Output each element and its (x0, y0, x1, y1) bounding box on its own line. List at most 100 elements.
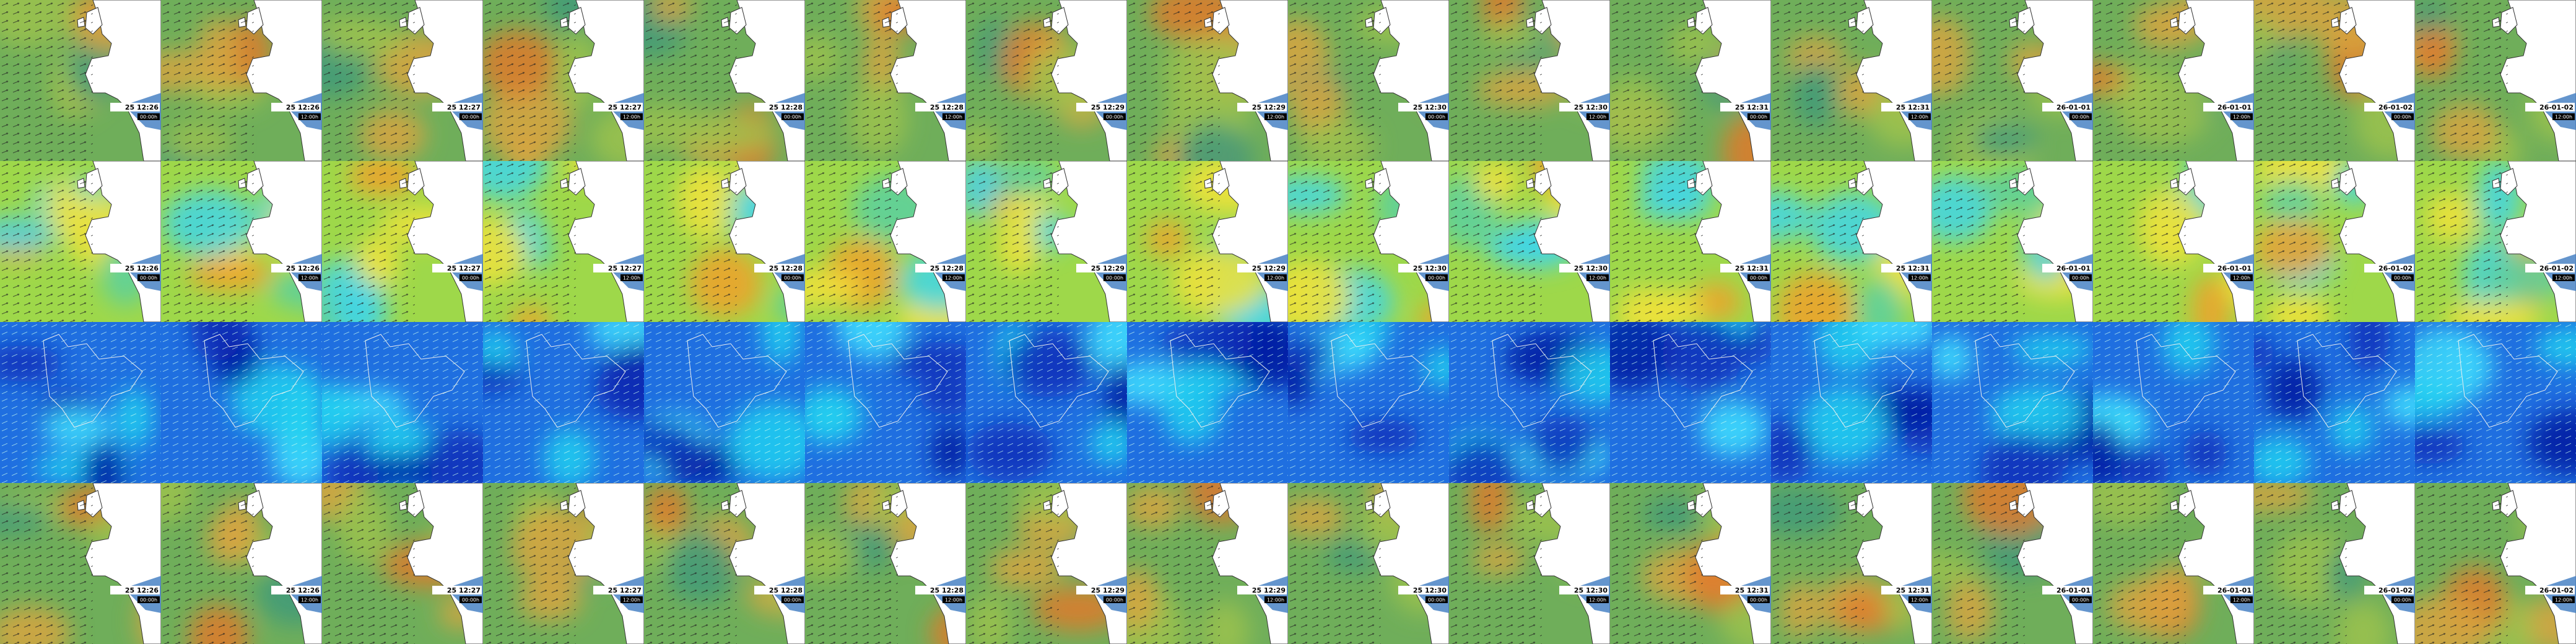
date-box (1559, 103, 1609, 111)
date-box (432, 103, 482, 111)
run-label: 12:00h (1267, 276, 1284, 281)
wind-arrows (0, 161, 93, 322)
run-label: 00:00h (2394, 598, 2411, 603)
run-label: 00:00h (140, 115, 157, 120)
date-label: 25 12:28 (769, 264, 803, 272)
map-tile: 25 12:29 12:00h (1127, 161, 1288, 322)
map-tile (2093, 322, 2254, 483)
wind-arrows (966, 0, 1059, 161)
date-box (271, 586, 321, 594)
run-label: 00:00h (140, 276, 157, 281)
map-tile: 25 12:30 12:00h (1449, 161, 1610, 322)
date-box (915, 586, 965, 594)
date-box (593, 103, 643, 111)
date-label: 25 12:27 (447, 103, 481, 111)
run-label: 12:00h (2233, 276, 2250, 281)
wind-arrows (2415, 161, 2508, 322)
date-box (2203, 103, 2253, 111)
run-box (137, 274, 160, 281)
map-tile: 25 12:28 00:00h (644, 0, 805, 161)
wind-arrows (0, 0, 93, 161)
date-box (2525, 103, 2575, 111)
map-tile: 25 12:30 12:00h (1449, 0, 1610, 161)
wind-arrows (2093, 322, 2254, 483)
wind-arrows (1449, 161, 1542, 322)
map-tile: 25 12:26 00:00h (0, 483, 161, 644)
date-label: 25 12:31 (1896, 586, 1930, 594)
map-tile (1127, 322, 1288, 483)
wind-arrows (1771, 161, 1864, 322)
date-box (1237, 586, 1287, 594)
date-label: 25 12:28 (769, 103, 803, 111)
date-box (1559, 264, 1609, 272)
map-tile: 25 12:28 00:00h (644, 483, 805, 644)
map-tile: 25 12:30 00:00h (1288, 0, 1449, 161)
map-tile: 25 12:29 00:00h (966, 483, 1127, 644)
map-tile: 25 12:26 00:00h (0, 0, 161, 161)
wind-arrows (1449, 322, 1610, 483)
wind-arrows (1288, 161, 1381, 322)
date-box (2364, 264, 2414, 272)
date-label: 25 12:30 (1574, 586, 1608, 594)
run-box (2391, 274, 2414, 281)
date-box (1720, 586, 1770, 594)
wind-arrows (2093, 0, 2186, 161)
date-label: 25 12:30 (1413, 586, 1447, 594)
date-label: 25 12:29 (1252, 264, 1286, 272)
wind-arrows (322, 0, 415, 161)
date-box (1881, 103, 1931, 111)
date-label: 25 12:29 (1091, 586, 1125, 594)
wind-arrows (1127, 483, 1220, 644)
run-box (1103, 596, 1126, 603)
run-box (781, 596, 804, 603)
run-box (2230, 274, 2253, 281)
wind-arrows (2415, 483, 2508, 644)
map-tile: 25 12:30 00:00h (1288, 161, 1449, 322)
date-box (271, 264, 321, 272)
wind-arrows (483, 322, 644, 483)
map-tile: 25 12:26 12:00h (161, 483, 322, 644)
date-box (2042, 264, 2092, 272)
wind-arrows (1771, 483, 1864, 644)
run-label: 12:00h (623, 115, 640, 120)
date-label: 25 12:30 (1574, 264, 1608, 272)
run-box (459, 113, 482, 120)
run-label: 12:00h (301, 598, 318, 603)
wind-arrows (966, 322, 1127, 483)
map-tile: 25 12:26 00:00h (0, 161, 161, 322)
field-blob (2191, 274, 2231, 322)
map-tile (161, 322, 322, 483)
run-box (2552, 274, 2575, 281)
wind-arrows (1932, 322, 2093, 483)
date-box (1720, 103, 1770, 111)
date-label: 25 12:26 (286, 264, 320, 272)
run-box (1586, 274, 1609, 281)
run-label: 12:00h (2555, 276, 2572, 281)
run-label: 00:00h (1428, 598, 1445, 603)
run-box (2230, 596, 2253, 603)
wind-arrows (161, 322, 322, 483)
date-box (754, 103, 804, 111)
run-box (620, 274, 643, 281)
map-tile: 25 12:28 12:00h (805, 0, 966, 161)
run-box (781, 274, 804, 281)
wind-arrows (161, 483, 254, 644)
wind-arrows (1288, 483, 1381, 644)
date-box (2364, 586, 2414, 594)
run-box (298, 113, 321, 120)
run-label: 00:00h (1428, 115, 1445, 120)
run-box (620, 596, 643, 603)
wind-arrows (2093, 161, 2186, 322)
run-label: 12:00h (1911, 276, 1928, 281)
run-label: 12:00h (301, 115, 318, 120)
map-tile: 26-01-01 00:00h (1932, 483, 2093, 644)
date-box (110, 264, 160, 272)
date-box (1237, 103, 1287, 111)
wind-arrows (322, 322, 483, 483)
run-box (2230, 113, 2253, 120)
run-box (1908, 113, 1931, 120)
date-label: 25 12:31 (1735, 103, 1769, 111)
map-tile: 25 12:31 00:00h (1610, 161, 1771, 322)
run-label: 00:00h (1750, 115, 1767, 120)
run-label: 12:00h (945, 276, 962, 281)
